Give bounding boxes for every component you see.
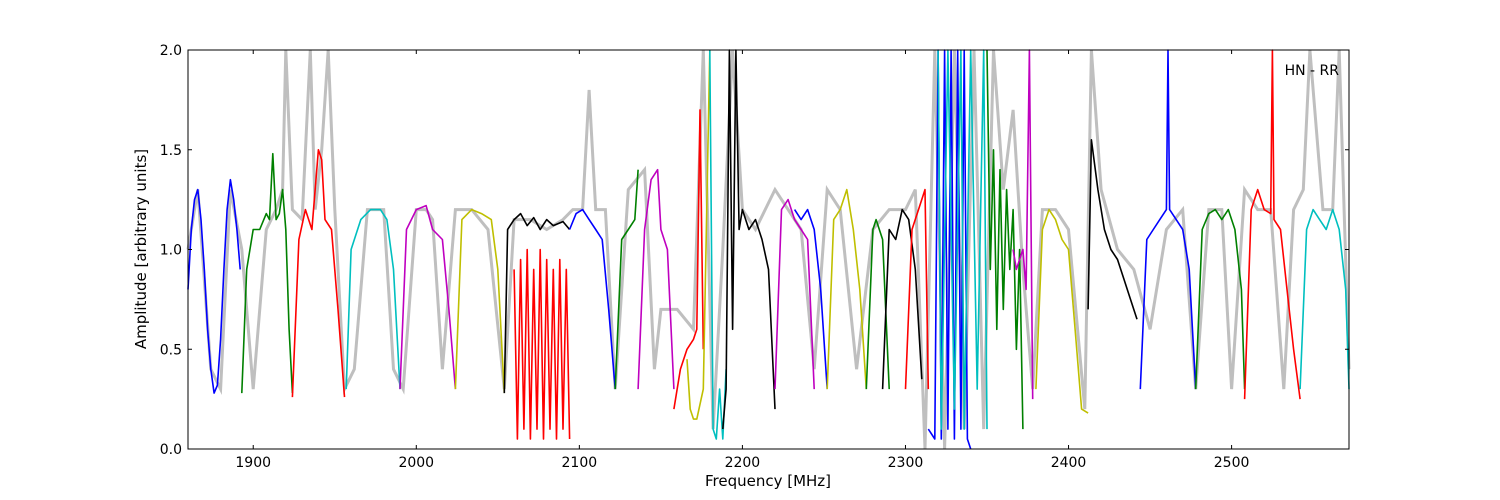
x-tick-label: 2500 <box>1214 455 1250 471</box>
series-line-5 <box>399 204 457 390</box>
x-tick-label: 2000 <box>398 455 434 471</box>
series-line-24 <box>986 49 1024 430</box>
series-line-20 <box>881 208 923 390</box>
series-line-13 <box>686 49 711 420</box>
y-tick-label: 1.5 <box>160 143 182 159</box>
y-axis-label: Amplitude [arbitrary units] <box>132 149 150 349</box>
series-line-6 <box>454 208 506 394</box>
series-line-7 <box>503 212 571 394</box>
x-tick-label: 2100 <box>562 455 598 471</box>
x-tick-label: 2200 <box>725 455 761 471</box>
series-line-2 <box>241 152 294 394</box>
series-line-10 <box>614 169 639 390</box>
series-line-4 <box>345 208 401 390</box>
series-line-18 <box>826 188 868 390</box>
x-tick-label: 1900 <box>235 455 271 471</box>
series-line-11 <box>637 168 675 390</box>
series-line-21 <box>904 188 930 390</box>
x-axis-label: Frequency [MHz] <box>705 472 831 490</box>
series-line-31 <box>1299 208 1350 390</box>
series-line-8 <box>513 248 571 440</box>
plot-annotation: HN - RR <box>1285 63 1340 79</box>
y-tick-label: 1.0 <box>160 243 182 259</box>
y-tick-label: 2.0 <box>160 43 182 59</box>
y-tick-label: 0.0 <box>160 442 182 458</box>
series-line-12 <box>673 109 705 410</box>
series-line-19 <box>865 218 890 390</box>
series-line-17 <box>793 208 828 390</box>
series-line-9 <box>568 208 616 390</box>
plot-background <box>188 50 1349 449</box>
series-line-15 <box>722 49 776 430</box>
x-axis: 1900 2000 2100 2200 2300 2400 2500 <box>235 50 1249 471</box>
y-tick-label: 0.5 <box>160 342 182 358</box>
series-line-3 <box>291 149 346 398</box>
series-line-29 <box>1194 208 1246 390</box>
y-axis: 0.0 0.5 1.0 1.5 2.0 <box>160 43 1349 458</box>
series-line-26 <box>1035 208 1089 414</box>
series-line-23 <box>937 49 988 430</box>
series-line-16 <box>774 198 815 390</box>
x-tick-label: 2300 <box>888 455 924 471</box>
x-tick-label: 2400 <box>1051 455 1087 471</box>
series-line-1 <box>187 178 241 394</box>
series-line-27 <box>1087 139 1138 320</box>
